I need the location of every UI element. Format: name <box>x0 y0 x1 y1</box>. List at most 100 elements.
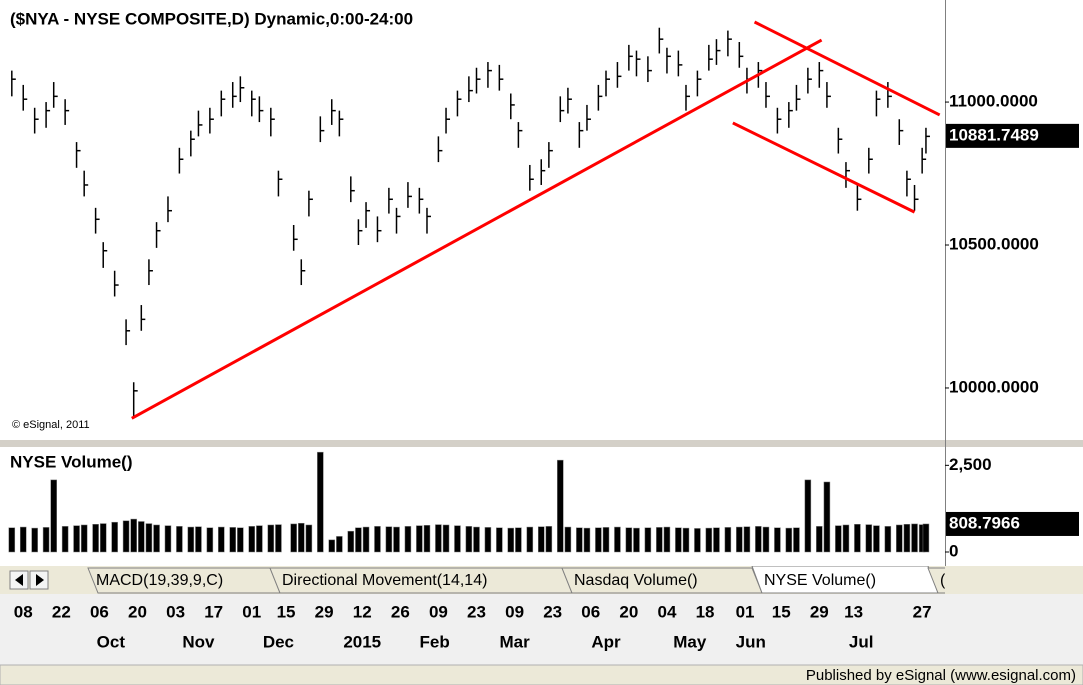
volume-bar <box>625 527 633 553</box>
volume-bar <box>362 526 370 553</box>
footer: Published by eSignal (www.esignal.com) <box>806 667 1076 684</box>
volume-bar <box>762 526 770 553</box>
tab-label[interactable]: ( <box>940 572 946 589</box>
volume-bar <box>602 527 610 553</box>
x-tick-label: 06 <box>90 602 109 621</box>
volume-bar <box>355 527 362 553</box>
volume-bar <box>374 526 381 553</box>
volume-bar <box>50 479 57 553</box>
volume-bar <box>835 525 842 553</box>
x-tick-label: 23 <box>467 602 486 621</box>
month-label: Mar <box>499 632 530 651</box>
x-tick-label: 09 <box>429 602 448 621</box>
volume-bar <box>92 524 99 553</box>
volume-bar <box>248 526 256 553</box>
month-label: Jul <box>849 632 874 651</box>
tab[interactable] <box>927 567 1010 594</box>
volume-title: NYSE Volume() <box>10 452 132 471</box>
volume-bar <box>442 524 450 553</box>
x-tick-label: 09 <box>505 602 524 621</box>
volume-bar <box>256 525 263 553</box>
month-label: May <box>673 632 707 651</box>
tab-label[interactable]: Nasdaq Volume() <box>574 572 698 589</box>
last-value: 808.7966 <box>946 511 1079 536</box>
volume-bar <box>99 523 107 553</box>
last-value-label: 808.7966 <box>949 513 1020 532</box>
volume-bar <box>275 524 282 553</box>
x-tick-label: 04 <box>657 602 676 621</box>
volume-bar <box>557 459 564 553</box>
volume-bar <box>755 526 762 553</box>
x-tick-label: 29 <box>810 602 829 621</box>
volume-bar <box>774 527 781 553</box>
volume-bar <box>145 523 153 553</box>
tab-label[interactable]: MACD(19,39,9,C) <box>96 572 223 589</box>
volume-bar <box>31 527 38 553</box>
volume-bar <box>595 527 602 553</box>
month-label: Apr <box>591 632 621 651</box>
volume-bar <box>130 518 137 553</box>
volume-bar <box>237 527 244 553</box>
volume-bar <box>884 526 892 553</box>
volume-bar <box>465 526 473 553</box>
x-tick-label: 20 <box>619 602 638 621</box>
volume-bar <box>61 526 69 553</box>
volume-bar <box>694 528 701 553</box>
month-label: Oct <box>97 632 126 651</box>
volume-bar <box>865 524 873 553</box>
panel-divider <box>0 440 1083 447</box>
volume-bar <box>80 524 88 553</box>
last-value: 10881.7489 <box>946 123 1079 148</box>
volume-bar <box>507 527 515 553</box>
scroll-left[interactable] <box>9 570 29 590</box>
volume-bar <box>42 527 50 553</box>
volume-bar <box>454 525 461 553</box>
volume-bar <box>347 530 355 553</box>
y-tick-label: 11000.0000 <box>949 92 1038 111</box>
volume-bar <box>328 539 336 553</box>
x-tick-label: 06 <box>581 602 600 621</box>
volume-bar <box>911 523 918 553</box>
volume-bars <box>8 451 930 553</box>
volume-bar <box>195 526 202 553</box>
volume-bar <box>336 536 343 553</box>
volume-bar <box>656 527 663 553</box>
x-tick-label: 03 <box>166 602 185 621</box>
volume-bar <box>435 524 442 553</box>
volume-bar <box>842 524 850 553</box>
chart-title: ($NYA - NYSE COMPOSITE,D) Dynamic,0:00-2… <box>10 9 413 28</box>
x-tick-label: 08 <box>14 602 33 621</box>
volume-bar <box>873 525 880 553</box>
tab-label[interactable]: NYSE Volume() <box>764 572 876 589</box>
volume-bar <box>682 527 690 553</box>
volume-bar <box>515 527 522 553</box>
volume-bar <box>206 527 214 553</box>
volume-bar <box>111 521 118 553</box>
volume-bar <box>218 526 225 553</box>
volume-bar <box>576 527 583 553</box>
volume-bar <box>564 526 572 553</box>
y-tick-label: 2,500 <box>949 455 992 474</box>
x-tick-label: 01 <box>242 602 261 621</box>
volume-bar <box>545 526 553 553</box>
volume-bar <box>385 526 393 553</box>
month-label: Feb <box>419 632 449 651</box>
volume-bar <box>804 479 812 553</box>
volume-bar <box>8 527 16 553</box>
scroll-right[interactable] <box>29 570 49 590</box>
x-tick-label: 18 <box>696 602 715 621</box>
volume-bar <box>675 527 682 553</box>
volume-bar <box>267 524 275 553</box>
volume-bar <box>153 524 160 553</box>
volume-bar <box>903 524 911 553</box>
volume-bar <box>229 527 236 553</box>
watermark: © eSignal, 2011 <box>12 419 90 431</box>
volume-bar <box>164 525 172 553</box>
price-panel <box>0 0 1083 440</box>
month-label: Jun <box>736 632 766 651</box>
volume-bar <box>823 481 831 553</box>
x-tick-label: 22 <box>52 602 71 621</box>
last-value-label: 10881.7489 <box>949 125 1039 144</box>
tab-label[interactable]: Directional Movement(14,14) <box>282 572 487 589</box>
